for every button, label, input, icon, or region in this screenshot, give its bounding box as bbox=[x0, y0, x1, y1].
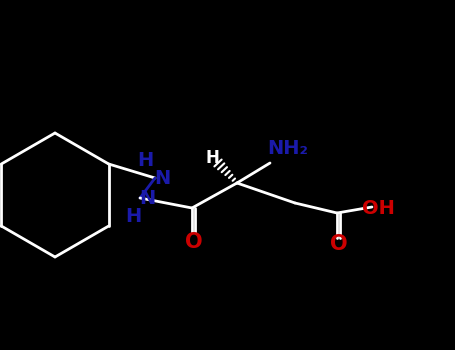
Text: N: N bbox=[154, 169, 170, 189]
Text: H: H bbox=[137, 150, 153, 169]
Text: O: O bbox=[185, 232, 203, 252]
Text: O: O bbox=[330, 234, 348, 254]
Text: NH₂: NH₂ bbox=[268, 139, 308, 158]
Text: N: N bbox=[139, 189, 155, 209]
Text: H: H bbox=[125, 206, 141, 225]
Text: H: H bbox=[205, 149, 219, 167]
Text: OH: OH bbox=[362, 198, 394, 217]
